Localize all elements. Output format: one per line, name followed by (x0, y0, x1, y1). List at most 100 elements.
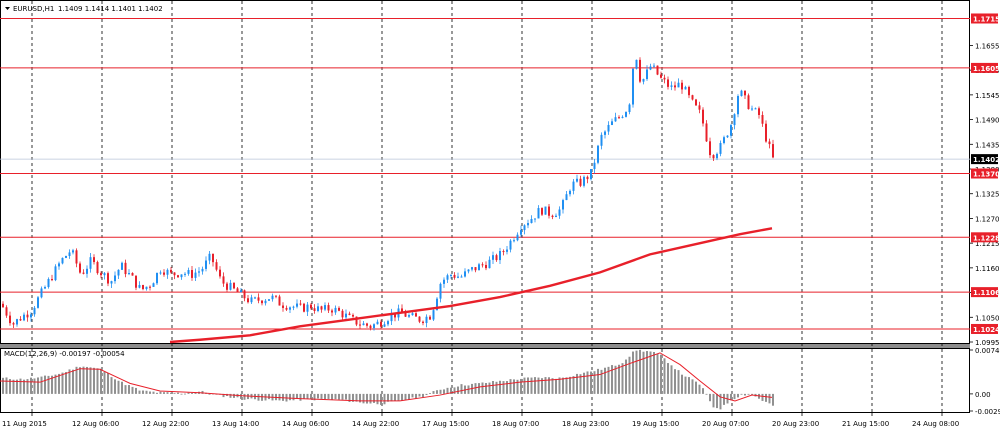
candle-body (208, 253, 211, 261)
macd-histogram-bar (453, 387, 456, 394)
macd-histogram-bar (593, 371, 596, 394)
macd-histogram-bar (299, 393, 302, 401)
macd-histogram-bar (698, 384, 701, 394)
candle-body (138, 285, 141, 288)
macd-histogram-bar (506, 381, 508, 394)
candle-body (408, 315, 410, 317)
macd-histogram-bar (537, 377, 540, 394)
candle-body (149, 286, 151, 288)
macd-histogram-bar (520, 378, 522, 394)
candle-body (2, 303, 4, 308)
macd-histogram-bar (44, 375, 46, 394)
level-price-tag[interactable] (971, 62, 998, 73)
macd-histogram-bar (310, 393, 312, 400)
macd-histogram-bar (338, 393, 340, 400)
macd-histogram-bar (495, 381, 498, 394)
macd-histogram-bar (530, 377, 533, 394)
price-tick-label: 1.1160 (975, 265, 1000, 273)
time-tick-label: 21 Aug 15:00 (842, 420, 889, 428)
level-price-tag[interactable] (971, 287, 998, 298)
candle-body (572, 181, 575, 191)
candle-body (681, 82, 683, 90)
macd-histogram-bar (2, 377, 4, 394)
candle-body (537, 208, 540, 219)
candle-body (719, 143, 722, 154)
macd-histogram-bar (261, 393, 263, 401)
macd-histogram-bar (376, 393, 379, 405)
candle-body (359, 324, 361, 326)
macd-histogram-bar (597, 368, 599, 394)
macd-histogram-bar (730, 393, 732, 401)
macd-histogram-bar (408, 393, 410, 400)
candle-body (317, 306, 319, 311)
macd-histogram-bar (23, 379, 25, 394)
macd-histogram-bar (590, 371, 592, 394)
macd-histogram-bar (516, 379, 519, 394)
moving-average-layer (169, 227, 773, 344)
macd-histogram-bar (632, 351, 634, 394)
candle-body (324, 305, 326, 310)
candle-body (744, 90, 746, 96)
level-price-tag[interactable] (971, 168, 998, 179)
level-price-tag[interactable] (971, 13, 998, 24)
candle-body (212, 253, 214, 263)
macd-histogram-bar (527, 377, 529, 394)
candle-body (299, 303, 302, 305)
candle-body (604, 131, 606, 135)
candle-body (44, 287, 46, 289)
candle-body (152, 283, 155, 287)
macd-histogram-bar (607, 366, 610, 394)
triangle-down-icon[interactable] (5, 7, 10, 10)
candle-body (156, 272, 158, 284)
candle-body (166, 269, 169, 275)
candle-body (520, 230, 522, 235)
macd-histogram-bar (348, 393, 351, 402)
pane-separator[interactable] (0, 344, 970, 348)
candle-body (86, 268, 88, 274)
macd-histogram-bar (292, 393, 295, 401)
level-price-tag[interactable] (971, 323, 998, 334)
macd-histogram-bar (600, 369, 603, 394)
macd-histogram-bar (443, 389, 445, 394)
current-price-text: 1.1402 (973, 156, 1000, 164)
candle-body (285, 307, 288, 310)
candle-body (9, 315, 11, 324)
macd-histogram-bar (667, 363, 669, 394)
macd-histogram-bar (474, 383, 477, 394)
macd-histogram-bar (485, 382, 487, 394)
candle-body (327, 305, 330, 311)
candle-body (544, 206, 547, 215)
candle-body (40, 288, 43, 298)
candle-body (754, 108, 757, 110)
candle-body (93, 257, 95, 263)
macd-histogram-bar (313, 393, 316, 401)
macd-histogram-bar (156, 392, 158, 394)
main-pane-frame (0, 0, 970, 344)
macd-tick-label: 0.00 (975, 391, 991, 399)
candle-body (250, 297, 253, 303)
candle-body (12, 323, 15, 325)
candle-body (695, 99, 697, 106)
macd-histogram-bar (149, 391, 151, 394)
candle-body (33, 307, 36, 315)
macd-histogram-bar (96, 368, 99, 394)
candle-body (159, 272, 162, 274)
macd-histogram-bar (135, 387, 137, 394)
candle-body (222, 276, 225, 284)
candle-body (177, 275, 179, 278)
macd-histogram-bar (394, 393, 396, 401)
macd-histogram-bar (635, 350, 638, 394)
candle-body (219, 269, 221, 277)
candle-body (345, 313, 347, 318)
candle-body (257, 297, 260, 301)
macd-histogram-bar (422, 393, 424, 398)
level-price-tag[interactable] (971, 232, 998, 243)
macd-histogram-bar (523, 377, 526, 394)
macd-histogram-bar (159, 391, 162, 394)
candle-body (404, 312, 407, 317)
symbol-label: EURUSD,H1 (13, 5, 54, 13)
candle-body (229, 282, 232, 290)
candle-body (586, 176, 589, 180)
